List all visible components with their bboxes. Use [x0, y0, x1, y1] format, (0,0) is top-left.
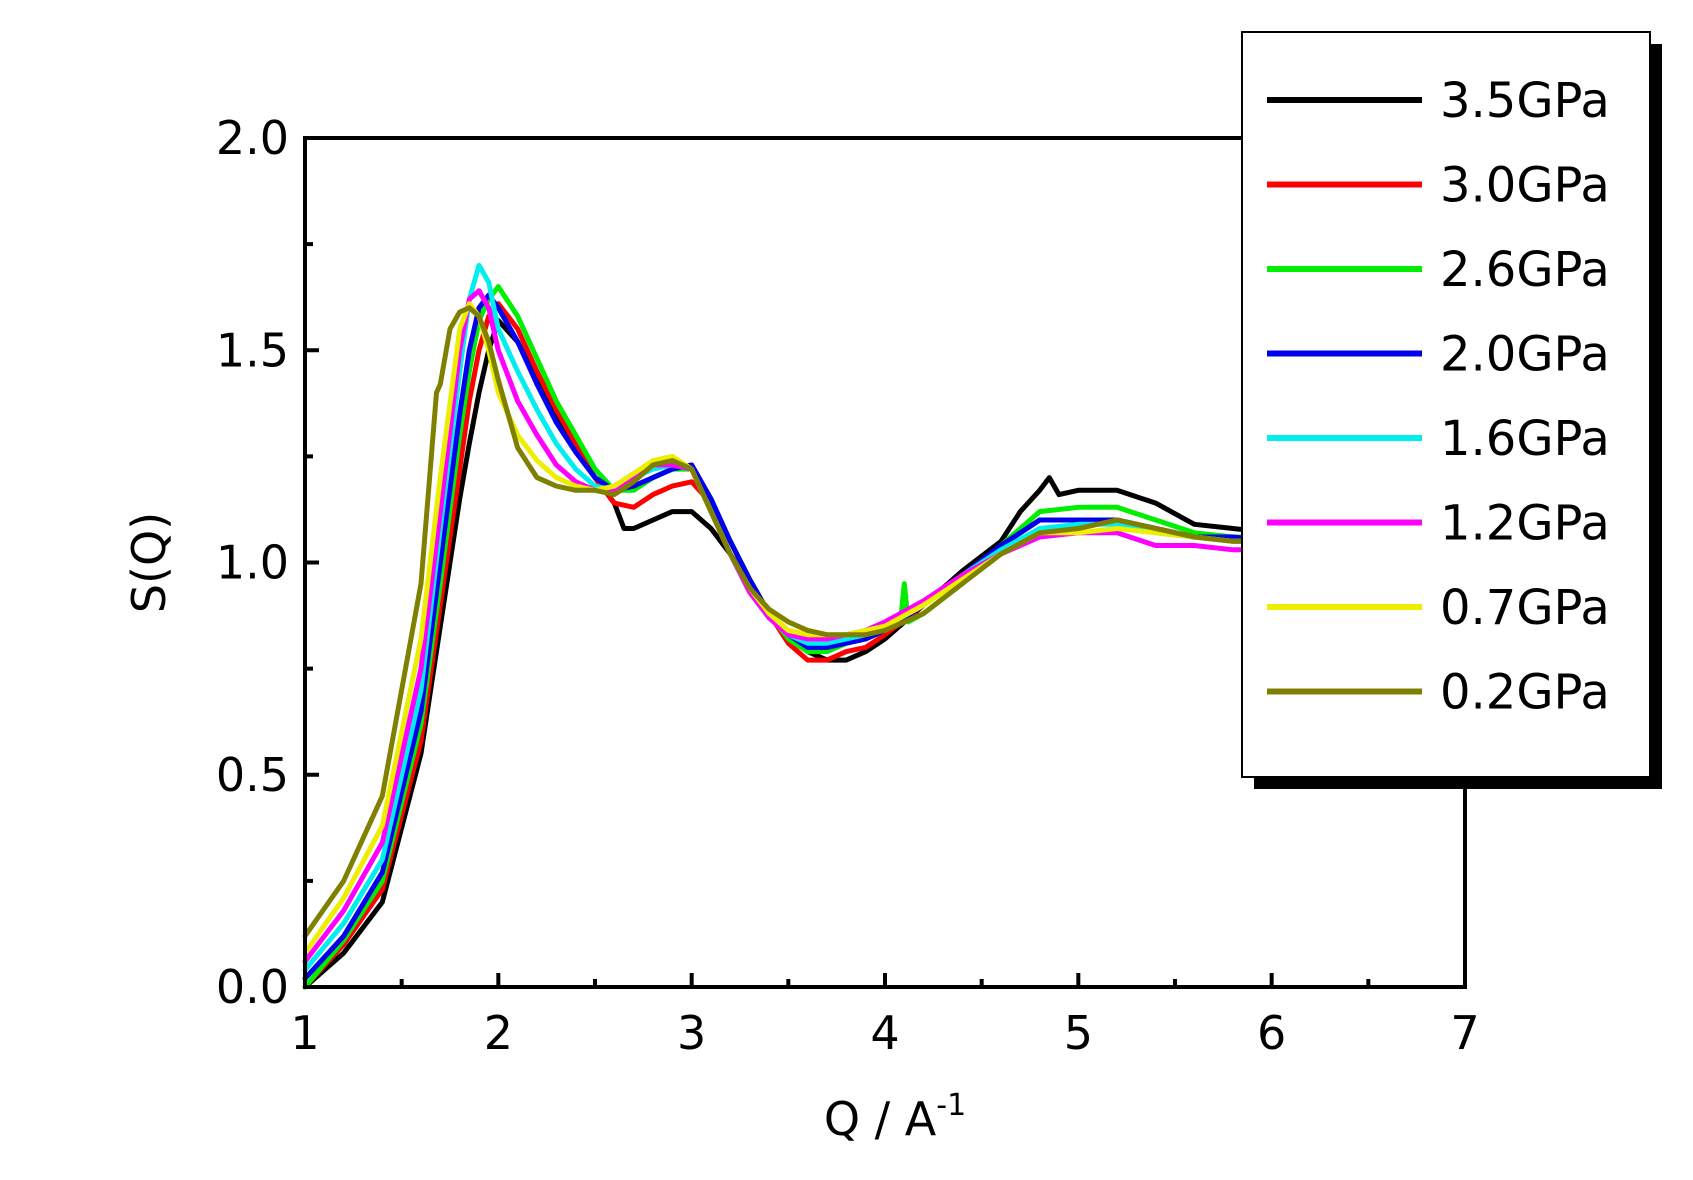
x-axis-title-superscript: -1: [936, 1088, 966, 1123]
x-tick-label: 2: [484, 1006, 513, 1060]
axis-ticks: 1 2 3 4 5 6 7 0.0 0.5 1.0 1.5 2.0: [216, 111, 1480, 1060]
x-axis-title-main: Q / A: [824, 1092, 937, 1146]
legend-box: [1241, 31, 1651, 778]
legend-label-1.6GPa: 1.6GPa: [1440, 411, 1610, 467]
legend-label-2.6GPa: 2.6GPa: [1440, 242, 1610, 298]
x-tick-label: 7: [1450, 1006, 1479, 1060]
x-tick-label: 5: [1064, 1006, 1093, 1060]
axis-titles: S(Q) Q / A-1: [122, 512, 966, 1146]
y-tick-label: 1.0: [216, 536, 289, 590]
x-tick-label: 6: [1257, 1006, 1286, 1060]
y-axis-title: S(Q): [122, 512, 176, 613]
series-layer: [302, 262, 1275, 990]
legend: 3.5GPa 3.0GPa 2.6GPa 2.0GPa 1.6GPa 1.2GPa 0.7G…: [1241, 31, 1662, 789]
x-tick-label: 3: [677, 1006, 706, 1060]
legend-label-2.0GPa: 2.0GPa: [1440, 327, 1610, 383]
x-tick-label: 1: [290, 1006, 319, 1060]
series-line-0.7GPa: [302, 301, 1275, 956]
y-tick-label: 0.5: [216, 748, 289, 802]
legend-label-0.7GPa: 0.7GPa: [1440, 580, 1610, 636]
y-tick-label: 0.0: [216, 960, 289, 1014]
series-line-2.0GPa: [302, 292, 1275, 981]
y-tick-label: 2.0: [216, 111, 289, 165]
y-tick-label: 1.5: [216, 323, 289, 377]
x-axis-title: Q / A-1: [824, 1088, 966, 1146]
series-line-1.6GPa: [302, 262, 1275, 973]
x-tick-label: 4: [870, 1006, 899, 1060]
legend-label-3.5GPa: 3.5GPa: [1440, 73, 1610, 129]
series-line-0.2GPa: [302, 305, 1275, 939]
legend-label-1.2GPa: 1.2GPa: [1440, 496, 1610, 552]
series-line-3.5GPa: [302, 318, 1275, 990]
legend-label-3.0GPa: 3.0GPa: [1440, 158, 1610, 214]
legend-label-0.2GPa: 0.2GPa: [1440, 665, 1610, 721]
